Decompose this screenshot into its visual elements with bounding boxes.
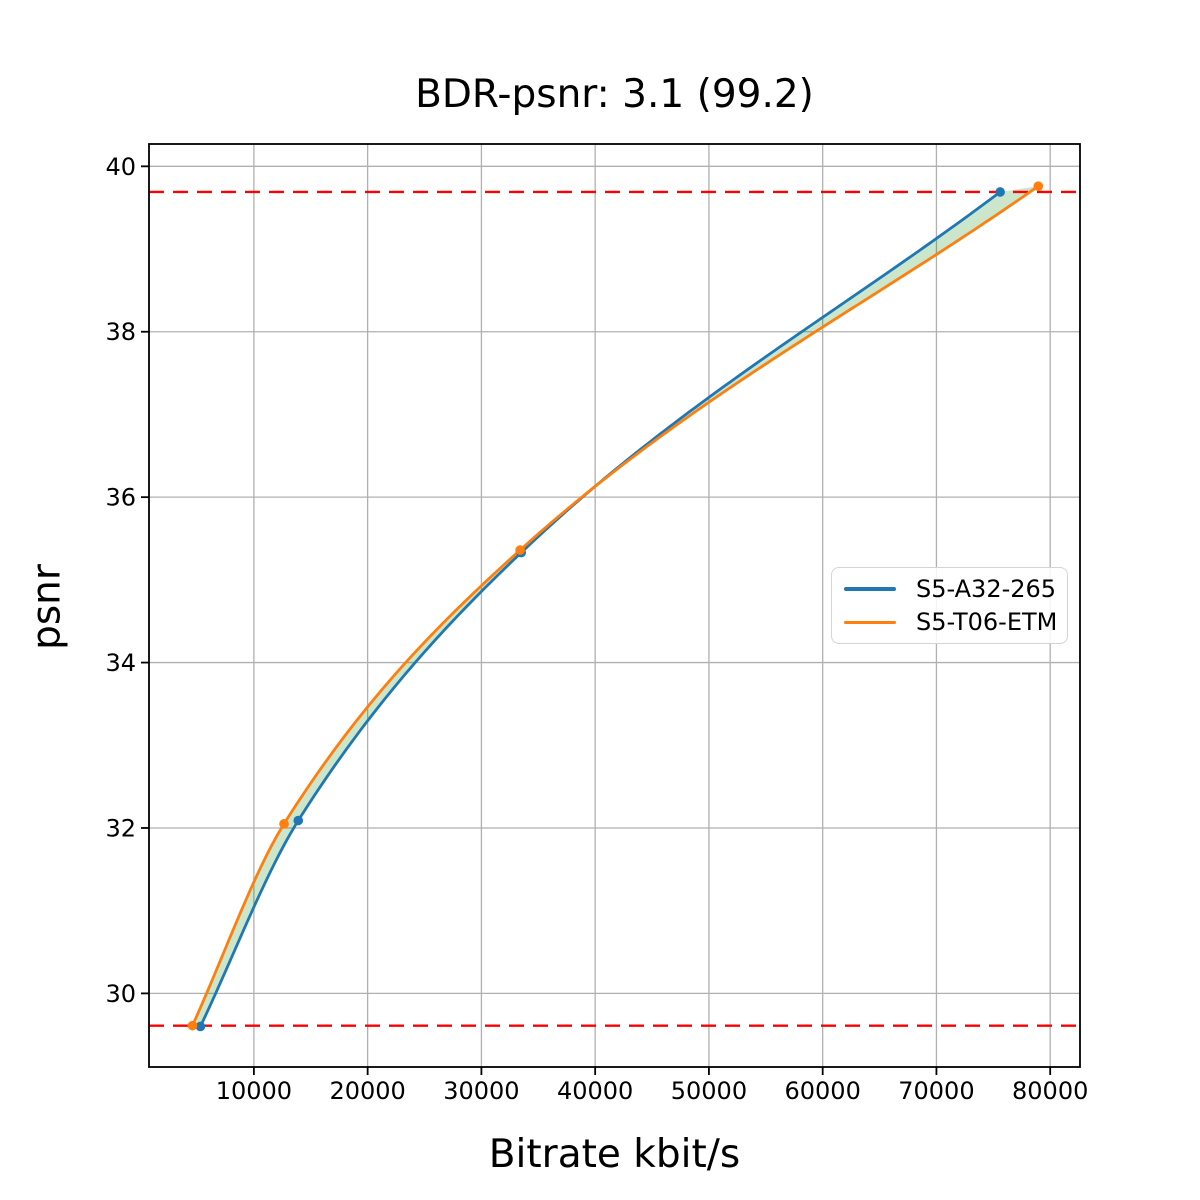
data-point-S5-T06-ETM: [515, 545, 525, 555]
data-point-S5-A32-265: [195, 1021, 206, 1032]
legend-item: S5-A32-265: [844, 574, 1057, 603]
legend-label: S5-A32-265: [916, 574, 1057, 603]
y-tick-label: 34: [105, 649, 136, 677]
legend-line-sample-orange: [844, 620, 896, 624]
data-point-S5-A32-265: [293, 815, 304, 826]
y-tick-label: 40: [105, 153, 136, 181]
x-tick-label: 20000: [329, 1077, 405, 1105]
y-axis-label: psnr: [24, 564, 70, 650]
data-point-S5-T06-ETM: [187, 1020, 198, 1031]
y-tick-label: 32: [105, 814, 136, 842]
plot-frame: [148, 143, 1081, 1068]
x-tick-label: 60000: [784, 1077, 860, 1105]
y-tick-label: 38: [105, 318, 136, 346]
legend-line-sample-blue: [844, 587, 896, 591]
legend: S5-A32-265 S5-T06-ETM: [831, 567, 1068, 644]
x-tick-label: 80000: [1012, 1077, 1088, 1105]
x-tick-label: 30000: [443, 1077, 519, 1105]
x-tick-label: 10000: [216, 1077, 292, 1105]
x-tick-label: 50000: [671, 1077, 747, 1105]
data-point-S5-T06-ETM: [279, 819, 289, 829]
legend-label: S5-T06-ETM: [916, 608, 1058, 637]
x-axis-label: Bitrate kbit/s: [488, 1132, 741, 1177]
legend-item: S5-T06-ETM: [844, 608, 1058, 637]
data-point-S5-A32-265: [995, 187, 1005, 197]
x-tick-label: 40000: [557, 1077, 633, 1105]
data-point-S5-T06-ETM: [1033, 181, 1044, 191]
y-tick-label: 30: [105, 980, 136, 1008]
x-tick-label: 70000: [898, 1077, 974, 1105]
y-tick-label: 36: [105, 484, 136, 512]
chart-title: BDR-psnr: 3.1 (99.2): [415, 72, 814, 117]
series-line-S5-T06-ETM: [191, 185, 1040, 1027]
